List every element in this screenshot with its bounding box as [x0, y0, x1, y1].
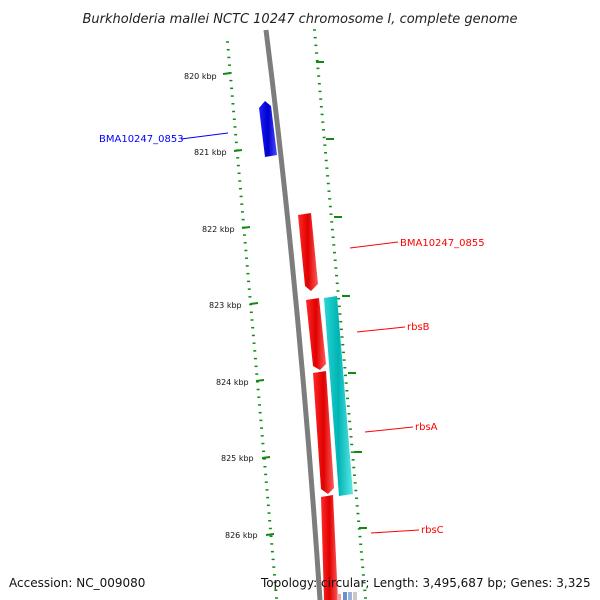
major-tick — [249, 302, 259, 305]
scale-labels: 820 kbp 821 kbp 822 kbp 823 kbp 824 kbp … — [184, 72, 275, 540]
accession-text: Accession: NC_009080 — [9, 576, 145, 590]
gene-label-rbsa[interactable]: rbsA — [415, 422, 438, 433]
scale-label-825: 825 kbp — [221, 454, 254, 463]
major-tick — [265, 533, 275, 536]
bottom-mark — [343, 592, 347, 600]
bottom-mark — [337, 594, 341, 600]
gene-label-bma10247-0855[interactable]: BMA10247_0855 — [400, 238, 485, 249]
gene-rbsc[interactable] — [321, 495, 338, 600]
label-leader — [180, 132, 229, 140]
gene-label-bma10247-0853[interactable]: BMA10247_0853 — [99, 134, 184, 145]
label-leader — [370, 529, 420, 534]
major-tick — [241, 226, 251, 229]
scale-label-826: 826 kbp — [225, 531, 258, 540]
scale-label-822: 822 kbp — [202, 225, 235, 234]
right-tick-track — [313, 29, 367, 599]
gene-bma10247-0853[interactable] — [259, 101, 277, 157]
label-leader — [356, 326, 406, 333]
label-leader — [349, 241, 399, 249]
scale-label-823: 823 kbp — [209, 301, 242, 310]
topology-text: Topology: circular; Length: 3,495,687 bp… — [260, 576, 591, 590]
scale-label-824: 824 kbp — [216, 378, 249, 387]
gene-label-rbsb[interactable]: rbsB — [407, 322, 430, 333]
gene-rbsa[interactable] — [313, 371, 334, 494]
left-tick-track — [226, 41, 278, 599]
map-title: Burkholderia mallei NCTC 10247 chromosom… — [82, 12, 517, 27]
label-leader — [364, 426, 414, 433]
scale-label-820: 820 kbp — [184, 72, 217, 81]
scale-label-821: 821 kbp — [194, 148, 227, 157]
right-major-ticks — [316, 61, 367, 529]
chromosome-backbone — [263, 29, 323, 600]
feature-cyan[interactable] — [324, 296, 353, 496]
gene-rbsb[interactable] — [306, 298, 326, 370]
bottom-mark — [353, 592, 357, 600]
gene-bma10247-0855[interactable] — [298, 213, 318, 291]
major-tick — [255, 379, 265, 382]
major-tick — [233, 149, 243, 152]
bottom-mark — [348, 592, 352, 600]
gene-label-rbsc[interactable]: rbsC — [421, 525, 444, 536]
major-tick — [222, 72, 232, 75]
major-tick — [261, 456, 271, 459]
